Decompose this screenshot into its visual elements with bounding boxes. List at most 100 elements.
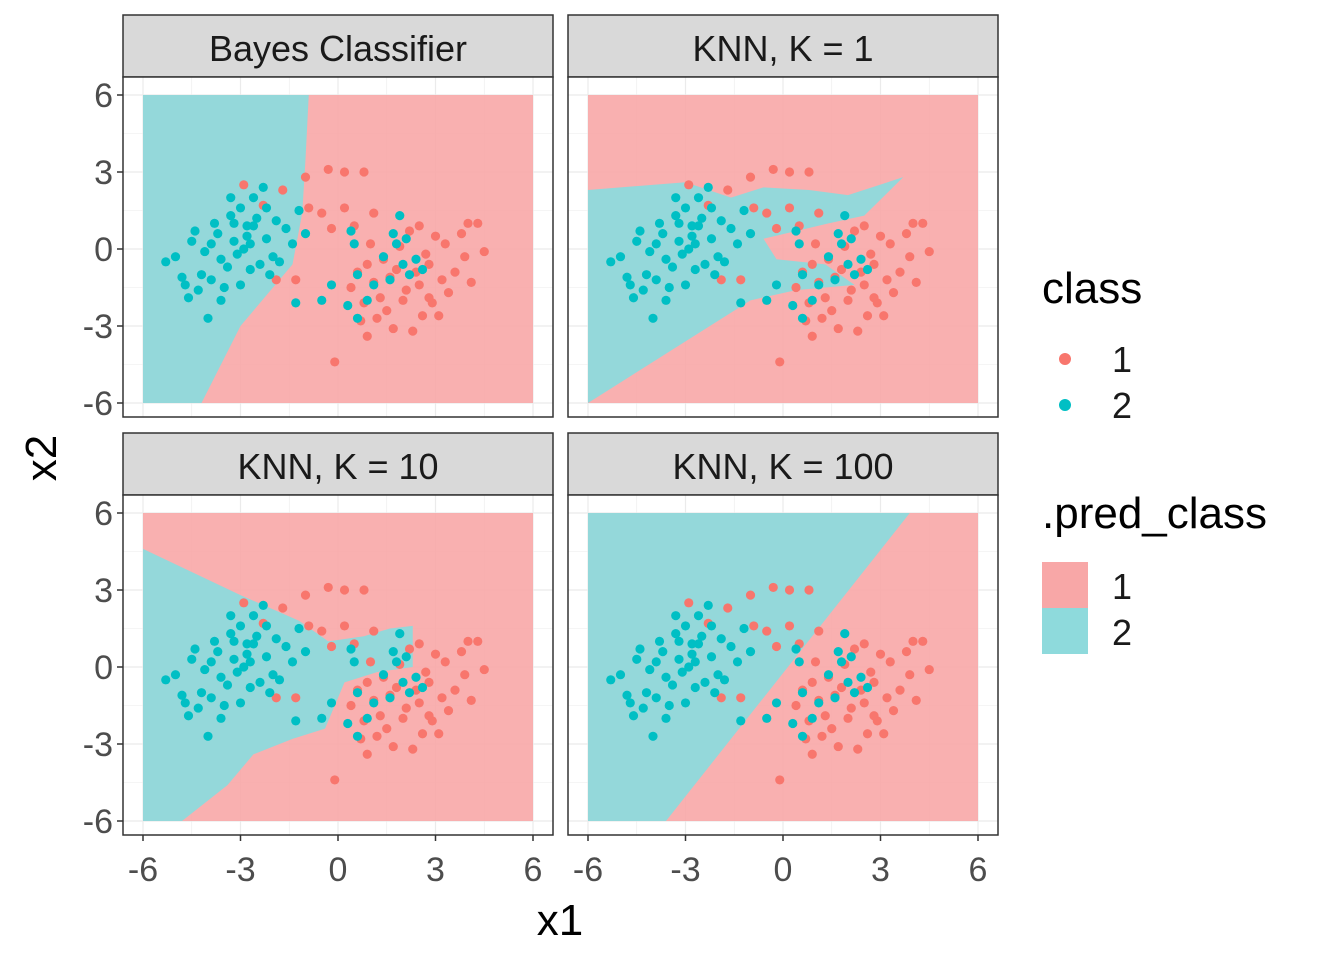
data-point (229, 636, 239, 646)
data-point (771, 641, 782, 652)
data-point (671, 629, 681, 639)
data-point (177, 690, 187, 700)
data-point (690, 264, 700, 275)
data-point (775, 357, 785, 367)
data-point (687, 649, 697, 659)
data-point (762, 626, 772, 636)
data-point (339, 203, 350, 213)
data-point (664, 700, 674, 711)
data-point (258, 600, 268, 611)
data-point (736, 716, 746, 726)
data-point (661, 295, 671, 305)
legend-pred-class-2-label: 2 (1112, 612, 1132, 653)
data-point (866, 667, 876, 677)
data-point (840, 629, 850, 639)
data-point (638, 285, 648, 295)
data-point (849, 644, 860, 654)
data-point (261, 234, 272, 244)
data-point (807, 295, 817, 305)
data-point (317, 208, 327, 218)
data-point (206, 275, 216, 285)
data-point (680, 698, 691, 708)
data-point (622, 690, 632, 700)
data-point (456, 229, 467, 239)
data-point (814, 208, 824, 218)
data-point (664, 282, 674, 293)
data-point (274, 257, 285, 267)
legend-class-2-swatch (1059, 399, 1071, 411)
data-point (170, 252, 181, 262)
data-point (248, 639, 259, 649)
data-point (430, 649, 441, 659)
data-point (359, 585, 369, 595)
data-point (836, 264, 847, 275)
data-point (398, 259, 408, 269)
data-point (196, 270, 207, 280)
data-point (911, 695, 921, 705)
data-point (346, 226, 356, 236)
data-point (466, 695, 476, 705)
panel-border (567, 76, 999, 418)
data-point (862, 311, 873, 321)
data-point (882, 693, 892, 703)
data-point (833, 741, 843, 752)
data-point (352, 270, 363, 280)
data-point (817, 731, 827, 741)
data-point (395, 211, 405, 221)
data-point (866, 249, 876, 259)
data-point (450, 685, 460, 695)
data-point (404, 226, 415, 236)
data-point (745, 172, 756, 182)
data-point (680, 203, 691, 213)
data-point (810, 239, 821, 249)
data-point (706, 652, 717, 662)
data-point (849, 688, 860, 698)
data-point (271, 216, 281, 226)
data-point (924, 246, 934, 257)
facet-panels: Bayes Classifier KNN, K = 1 KNN, K = 10 KNN… (122, 14, 999, 836)
data-point (294, 205, 304, 216)
data-point (833, 647, 843, 657)
legend-class-title: class (1042, 264, 1142, 313)
data-point (375, 711, 385, 721)
data-point (235, 280, 246, 290)
data-point (833, 229, 843, 239)
data-point (229, 654, 239, 664)
data-point (703, 600, 713, 611)
points-layer (606, 582, 934, 785)
data-point (222, 680, 233, 690)
data-point (209, 218, 220, 228)
data-point (654, 218, 665, 228)
data-point (635, 644, 645, 654)
points-layer (161, 582, 489, 785)
data-point (346, 282, 356, 293)
x-axis-title: x1 (537, 896, 583, 945)
data-point (687, 231, 697, 241)
data-point (385, 693, 395, 703)
data-point (343, 300, 353, 311)
data-point (229, 236, 239, 246)
data-point (859, 639, 869, 649)
data-point (661, 254, 671, 264)
data-point (615, 252, 626, 262)
data-point (226, 629, 236, 639)
data-point (820, 711, 830, 721)
data-point (391, 239, 402, 249)
data-point (651, 693, 661, 703)
data-point (814, 280, 824, 290)
data-point (226, 211, 236, 221)
data-point (895, 685, 905, 695)
data-point (635, 226, 645, 236)
data-point (684, 180, 694, 190)
data-point (771, 223, 782, 234)
data-point (401, 652, 411, 662)
data-point (667, 262, 678, 272)
data-point (271, 275, 281, 285)
data-point (713, 670, 723, 680)
data-point (440, 239, 450, 249)
data-point (291, 693, 301, 703)
data-point (840, 211, 850, 221)
data-point (235, 203, 246, 213)
data-point (245, 239, 255, 249)
